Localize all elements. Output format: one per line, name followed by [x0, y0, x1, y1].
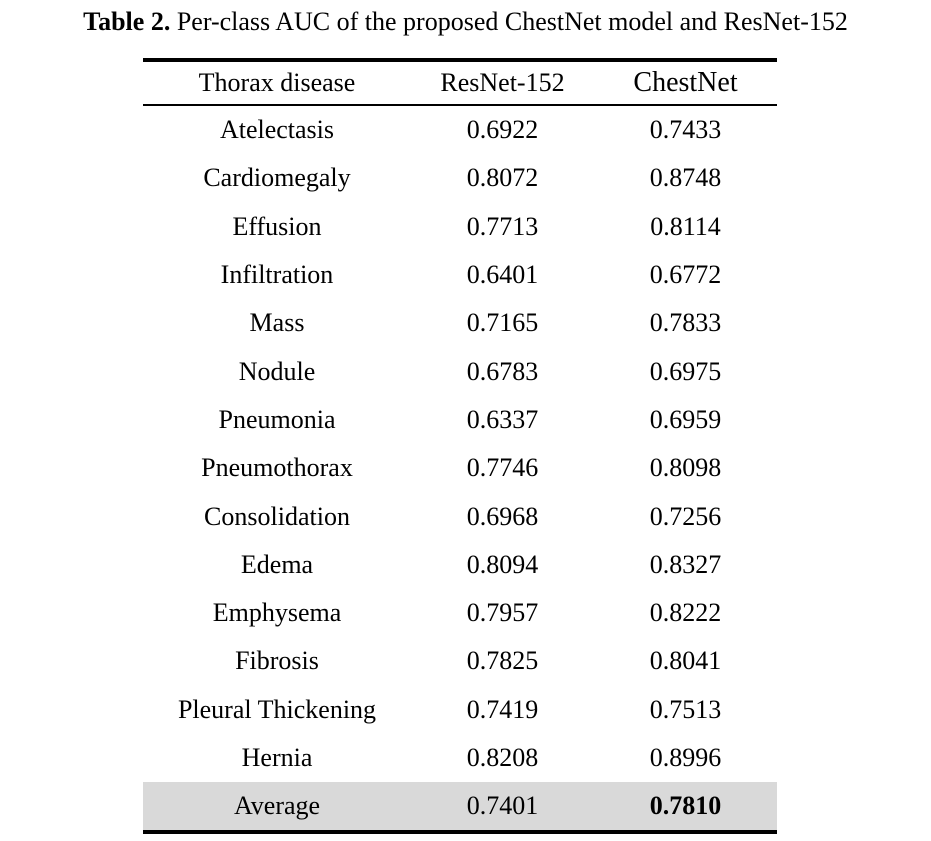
table-row: Pleural Thickening 0.7419 0.7513	[143, 686, 777, 734]
average-row: Average 0.7401 0.7810	[143, 782, 777, 833]
header-resnet: ResNet-152	[440, 68, 565, 97]
table-row: Fibrosis 0.7825 0.8041	[143, 637, 777, 685]
auc-table-container: Thorax disease ResNet-152 ChestNet Atele…	[143, 58, 777, 834]
chestnet-auc-cell: 0.6772	[649, 260, 722, 290]
table-row: Infiltration 0.6401 0.6772	[143, 251, 777, 299]
chestnet-auc-cell: 0.8041	[649, 646, 722, 676]
table-row: Mass 0.7165 0.7833	[143, 299, 777, 347]
caption-label: Table 2.	[83, 7, 171, 36]
caption-text: Per-class AUC of the proposed ChestNet m…	[170, 7, 848, 36]
resnet-auc-cell: 0.6401	[466, 260, 539, 290]
resnet-auc-cell: 0.7746	[466, 453, 539, 483]
table-row: Edema 0.8094 0.8327	[143, 541, 777, 589]
resnet-auc-cell: 0.6337	[466, 404, 539, 434]
table-row: Cardiomegaly 0.8072 0.8748	[143, 154, 777, 202]
resnet-auc-cell: 0.8094	[466, 549, 539, 579]
disease-cell: Infiltration	[220, 260, 334, 290]
table-row: Consolidation 0.6968 0.7256	[143, 492, 777, 540]
disease-cell: Pneumothorax	[201, 453, 353, 483]
chestnet-auc-cell: 0.8114	[650, 211, 721, 241]
table-row: Effusion 0.7713 0.8114	[143, 203, 777, 251]
disease-cell: Pleural Thickening	[177, 694, 377, 724]
average-chestnet: 0.7810	[649, 791, 722, 821]
auc-table: Thorax disease ResNet-152 ChestNet Atele…	[143, 58, 777, 834]
average-label: Average	[233, 791, 321, 821]
chestnet-auc-cell: 0.8098	[649, 453, 722, 483]
table-row: Emphysema 0.7957 0.8222	[143, 589, 777, 637]
disease-cell: Fibrosis	[235, 646, 319, 676]
chestnet-auc-cell: 0.8222	[649, 598, 722, 628]
resnet-auc-cell: 0.7165	[466, 308, 539, 338]
table-row: Pneumonia 0.6337 0.6959	[143, 396, 777, 444]
resnet-auc-cell: 0.8072	[466, 163, 539, 193]
resnet-auc-cell: 0.7419	[466, 694, 539, 724]
disease-cell: Pneumonia	[218, 404, 336, 434]
disease-cell: Atelectasis	[219, 115, 335, 145]
chestnet-auc-cell: 0.7256	[649, 501, 722, 531]
chestnet-auc-cell: 0.8748	[649, 163, 722, 193]
table-caption: Table 2. Per-class AUC of the proposed C…	[0, 6, 931, 38]
chestnet-auc-cell: 0.7833	[649, 308, 722, 338]
average-resnet: 0.7401	[466, 791, 539, 821]
table-row: Pneumothorax 0.7746 0.8098	[143, 444, 777, 492]
disease-cell: Nodule	[238, 356, 316, 386]
disease-cell: Consolidation	[204, 501, 350, 531]
resnet-auc-cell: 0.8208	[466, 743, 539, 772]
chestnet-auc-cell: 0.6959	[649, 404, 722, 434]
table-row: Atelectasis 0.6922 0.7433	[143, 105, 777, 154]
disease-cell: Emphysema	[212, 598, 342, 628]
table-row: Nodule 0.6783 0.6975	[143, 347, 777, 395]
resnet-auc-cell: 0.7713	[466, 211, 539, 241]
table-row: Hernia 0.8208 0.8996	[143, 734, 777, 782]
disease-cell: Cardiomegaly	[203, 163, 351, 193]
table-header: Thorax disease ResNet-152 ChestNet	[143, 60, 777, 105]
resnet-auc-cell: 0.6922	[466, 115, 539, 145]
chestnet-auc-cell: 0.7513	[649, 694, 722, 724]
resnet-auc-cell: 0.7957	[466, 598, 539, 628]
table-body: Atelectasis 0.6922 0.7433 Cardiomegaly 0.807…	[143, 105, 777, 833]
chestnet-auc-cell: 0.8996	[649, 743, 722, 772]
disease-cell: Edema	[240, 549, 314, 579]
chestnet-auc-cell: 0.6975	[649, 356, 722, 386]
disease-cell: Effusion	[232, 211, 322, 241]
chestnet-auc-cell: 0.7433	[649, 115, 722, 145]
disease-cell: Mass	[249, 308, 305, 338]
header-row: Thorax disease ResNet-152 ChestNet	[143, 60, 777, 105]
chestnet-auc-cell: 0.8327	[649, 549, 722, 579]
header-chestnet: ChestNet	[633, 67, 738, 98]
resnet-auc-cell: 0.6968	[466, 501, 539, 531]
resnet-auc-cell: 0.7825	[466, 646, 539, 676]
resnet-auc-cell: 0.6783	[466, 356, 539, 386]
disease-cell: Hernia	[241, 743, 313, 772]
header-thorax-disease: Thorax disease	[198, 68, 356, 97]
